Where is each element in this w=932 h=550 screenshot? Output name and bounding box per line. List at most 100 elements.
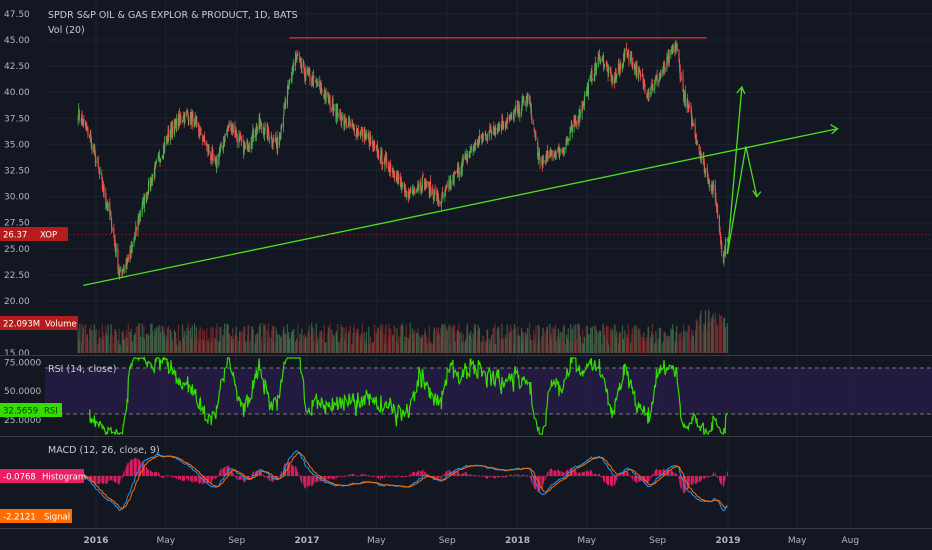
price-candle: [529, 96, 531, 102]
price-candle: [129, 250, 131, 260]
price-candle: [597, 57, 599, 67]
price-candle: [267, 128, 269, 135]
price-candle: [175, 121, 177, 130]
macd-histogram-bar: [497, 476, 499, 477]
price-candle: [355, 134, 357, 136]
price-candle: [385, 156, 387, 158]
macd-histogram-bar: [271, 476, 273, 482]
macd-histogram-bar: [97, 476, 99, 484]
macd-histogram-bar: [549, 470, 551, 476]
macd-histogram-bar: [609, 476, 611, 485]
price-candle: [186, 110, 188, 113]
macd-histogram-bar: [292, 465, 294, 476]
price-candle: [512, 114, 515, 120]
price-candle: [392, 169, 394, 172]
price-candle: [151, 175, 154, 181]
price-candle: [505, 121, 507, 128]
price-candle: [721, 242, 723, 252]
price-candle: [254, 135, 256, 139]
volume-bar: [244, 341, 246, 353]
macd-histogram-bar: [628, 474, 630, 476]
price-candle: [720, 239, 722, 246]
time-tick-label: 2018: [505, 536, 530, 546]
volume-bar: [107, 324, 109, 353]
macd-histogram-bar: [195, 476, 197, 482]
macd-histogram-bar: [117, 476, 119, 484]
macd-histogram-bar: [284, 463, 286, 476]
price-candle: [434, 190, 436, 193]
macd-histogram-bar: [295, 466, 297, 476]
macd-histogram-bar: [635, 476, 637, 483]
macd-histogram-bar: [167, 476, 169, 477]
price-candle: [292, 69, 294, 72]
drawing-tools[interactable]: [45, 37, 932, 286]
price-candle: [368, 136, 370, 140]
price-candle: [339, 110, 342, 114]
volume-bar: [692, 335, 695, 353]
macd-histogram-bar: [541, 476, 543, 490]
price-candle: [565, 143, 567, 151]
macd-histogram-bar: [700, 476, 702, 481]
macd-pane: [45, 450, 932, 512]
macd-histogram-bar: [668, 470, 670, 476]
price-candle: [352, 124, 354, 128]
price-candle: [692, 123, 694, 126]
price-candle: [259, 119, 261, 126]
price-candle: [194, 119, 196, 128]
price-candle: [287, 85, 289, 90]
macd-histogram-bar: [424, 471, 426, 476]
price-candle: [119, 272, 121, 276]
macd-histogram-bar: [549, 468, 551, 476]
price-candle: [248, 146, 250, 148]
macd-histogram-bar: [627, 471, 629, 476]
volume-bar: [493, 327, 495, 353]
price-candle: [506, 122, 508, 125]
macd-histogram-bar: [200, 476, 202, 484]
macd-histogram-bar: [114, 476, 116, 483]
volume-bar: [388, 323, 390, 353]
macd-histogram-bar: [687, 476, 689, 489]
macd-histogram-bar: [368, 475, 370, 476]
macd-histogram-bar: [440, 476, 442, 479]
macd-histogram-bar: [606, 476, 608, 485]
volume-bar: [369, 336, 372, 353]
macd-histogram-bar: [288, 462, 290, 476]
price-candle: [147, 193, 149, 195]
price-candle: [521, 100, 523, 107]
macd-histogram-bar: [656, 469, 658, 476]
macd-histogram-bar: [623, 472, 625, 476]
time-tick-label: May: [788, 536, 807, 546]
price-candle: [422, 174, 424, 177]
price-candle: [360, 130, 362, 138]
price-tick-label: 30.00: [4, 193, 30, 203]
price-candle: [305, 69, 307, 76]
price-candle: [664, 63, 666, 70]
macd-histogram-bar: [320, 476, 322, 481]
price-candle: [440, 201, 442, 204]
price-candle: [331, 107, 333, 110]
macd-histogram-bar: [462, 473, 464, 476]
macd-histogram-bar: [558, 470, 560, 476]
price-candle: [486, 138, 488, 140]
price-candle: [216, 160, 218, 164]
price-candle: [252, 129, 254, 138]
volume-bar: [264, 326, 267, 353]
price-candle: [683, 93, 685, 100]
price-candle: [591, 70, 593, 82]
macd-histogram-bar: [224, 466, 226, 476]
price-candle: [207, 148, 209, 153]
price-candle: [534, 133, 536, 135]
price-candle: [614, 78, 616, 80]
time-tick-label: May: [367, 536, 386, 546]
macd-histogram-bar: [110, 476, 112, 480]
volume-bar: [328, 328, 330, 353]
volume-bar: [119, 344, 121, 353]
price-candle: [86, 126, 88, 128]
macd-histogram-bar: [179, 476, 181, 480]
price-candle: [357, 130, 359, 134]
price-candle: [573, 119, 575, 127]
price-candle: [279, 135, 281, 137]
price-candle: [699, 152, 701, 159]
macd-histogram-bar: [473, 475, 475, 477]
